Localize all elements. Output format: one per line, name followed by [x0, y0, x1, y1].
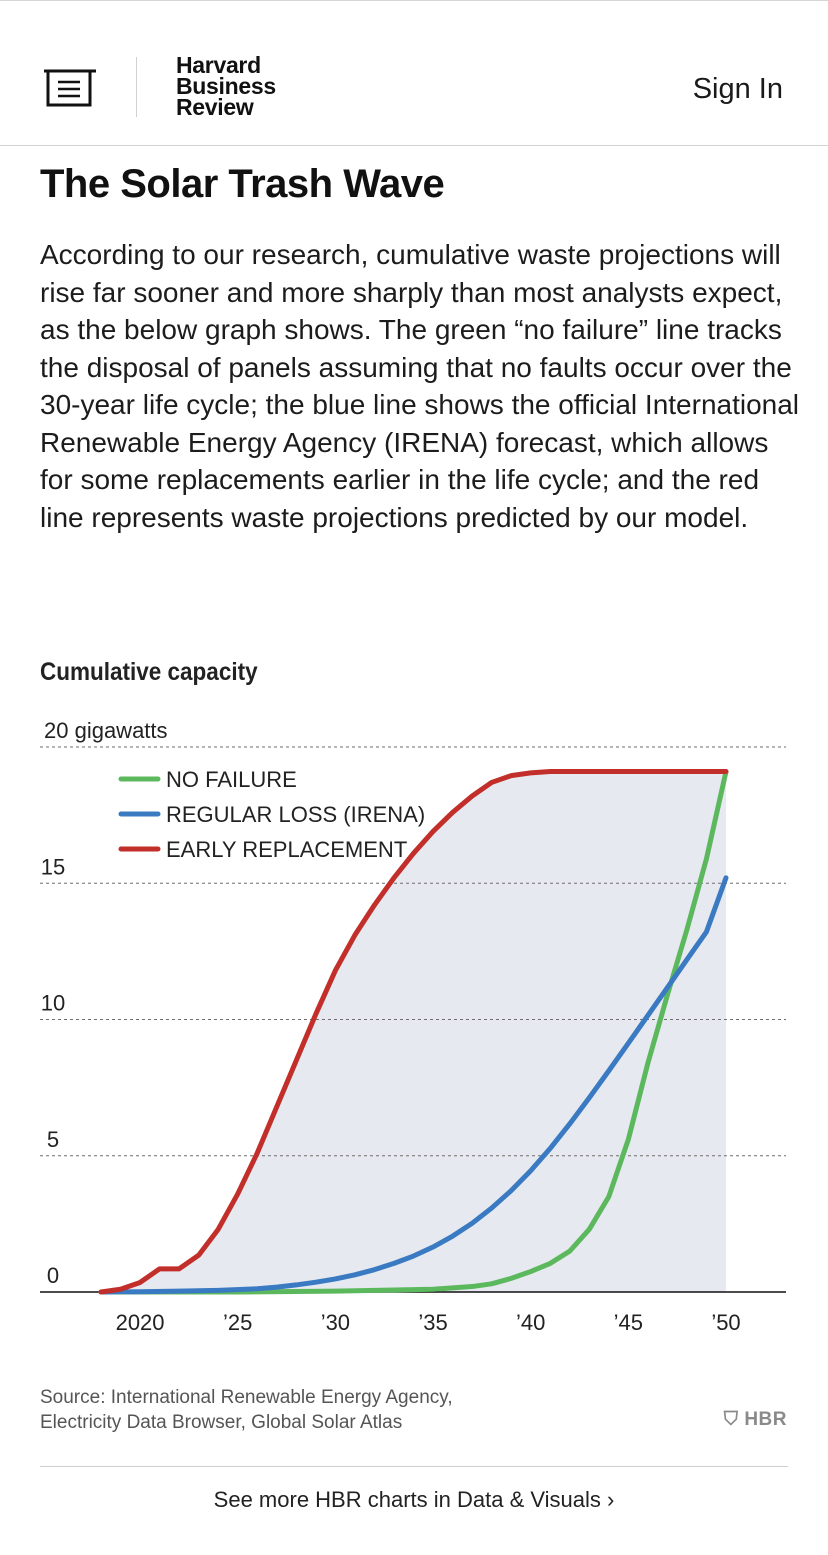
- legend-label: EARLY REPLACEMENT: [166, 837, 407, 862]
- brand-mark-text: HBR: [744, 1409, 787, 1430]
- shaded-area: [101, 771, 726, 1292]
- footer-divider: [40, 1466, 788, 1467]
- sign-in-link[interactable]: Sign In: [692, 73, 783, 105]
- x-tick-label: ’35: [418, 1310, 447, 1335]
- see-more-label: See more HBR charts in Data & Visuals: [213, 1487, 601, 1512]
- hbr-brand-mark: ⛉ HBR: [724, 1409, 787, 1431]
- y-tick-label: 0: [47, 1263, 59, 1288]
- x-tick-label: ’45: [614, 1310, 643, 1335]
- article-description: According to our research, cumulative wa…: [40, 239, 800, 533]
- chevron-right-icon: ›: [607, 1487, 615, 1512]
- source-note: Source: International Renewable Energy A…: [40, 1385, 453, 1435]
- y-tick-label: 20 gigawatts: [44, 718, 168, 743]
- series-line-no-failure: [98, 769, 729, 1295]
- logo-line: Review: [176, 94, 254, 120]
- site-header: Harvard Business Review Sign In: [0, 1, 828, 146]
- series-line-early-replacement: [98, 769, 729, 1295]
- x-tick-label: ’40: [516, 1310, 545, 1335]
- legend-label: NO FAILURE: [166, 767, 297, 792]
- x-tick-label: ’25: [223, 1310, 252, 1335]
- menu-icon: [44, 69, 96, 107]
- line-chart: 0 5 10 15 20 gigawatts 2020 ’25 ’30 ’35 ’40 ’45 ’50…: [40, 718, 786, 1335]
- y-tick-label: 10: [41, 991, 65, 1016]
- x-tick-label: ’50: [711, 1310, 740, 1335]
- source-line: Electricity Data Browser, Global Solar A…: [40, 1412, 403, 1433]
- logo-line: Harvard: [176, 52, 261, 78]
- x-tick-label: ’30: [321, 1310, 350, 1335]
- see-more-charts-link[interactable]: See more HBR charts in Data & Visuals ›: [0, 1487, 828, 1513]
- chart-heading: Cumulative capacity: [40, 658, 258, 686]
- menu-button[interactable]: [44, 69, 96, 107]
- y-tick-label: 5: [47, 1127, 59, 1152]
- source-line: Source: International Renewable Energy A…: [40, 1387, 453, 1408]
- header-divider: [136, 57, 137, 117]
- logo-line: Business: [176, 73, 276, 99]
- chart-container: 0 5 10 15 20 gigawatts 2020 ’25 ’30 ’35 ’40 ’45 ’50…: [0, 700, 828, 1360]
- y-tick-label: 15: [41, 854, 65, 879]
- series-line-regular-loss-irena: [98, 875, 729, 1295]
- top-border: [0, 0, 828, 1]
- x-tick-label: 2020: [116, 1310, 165, 1335]
- hbr-logo[interactable]: Harvard Business Review: [176, 52, 276, 120]
- shield-icon: ⛉: [723, 1409, 739, 1430]
- article-title: The Solar Trash Wave: [40, 162, 445, 206]
- legend-label: REGULAR LOSS (IRENA): [166, 802, 425, 827]
